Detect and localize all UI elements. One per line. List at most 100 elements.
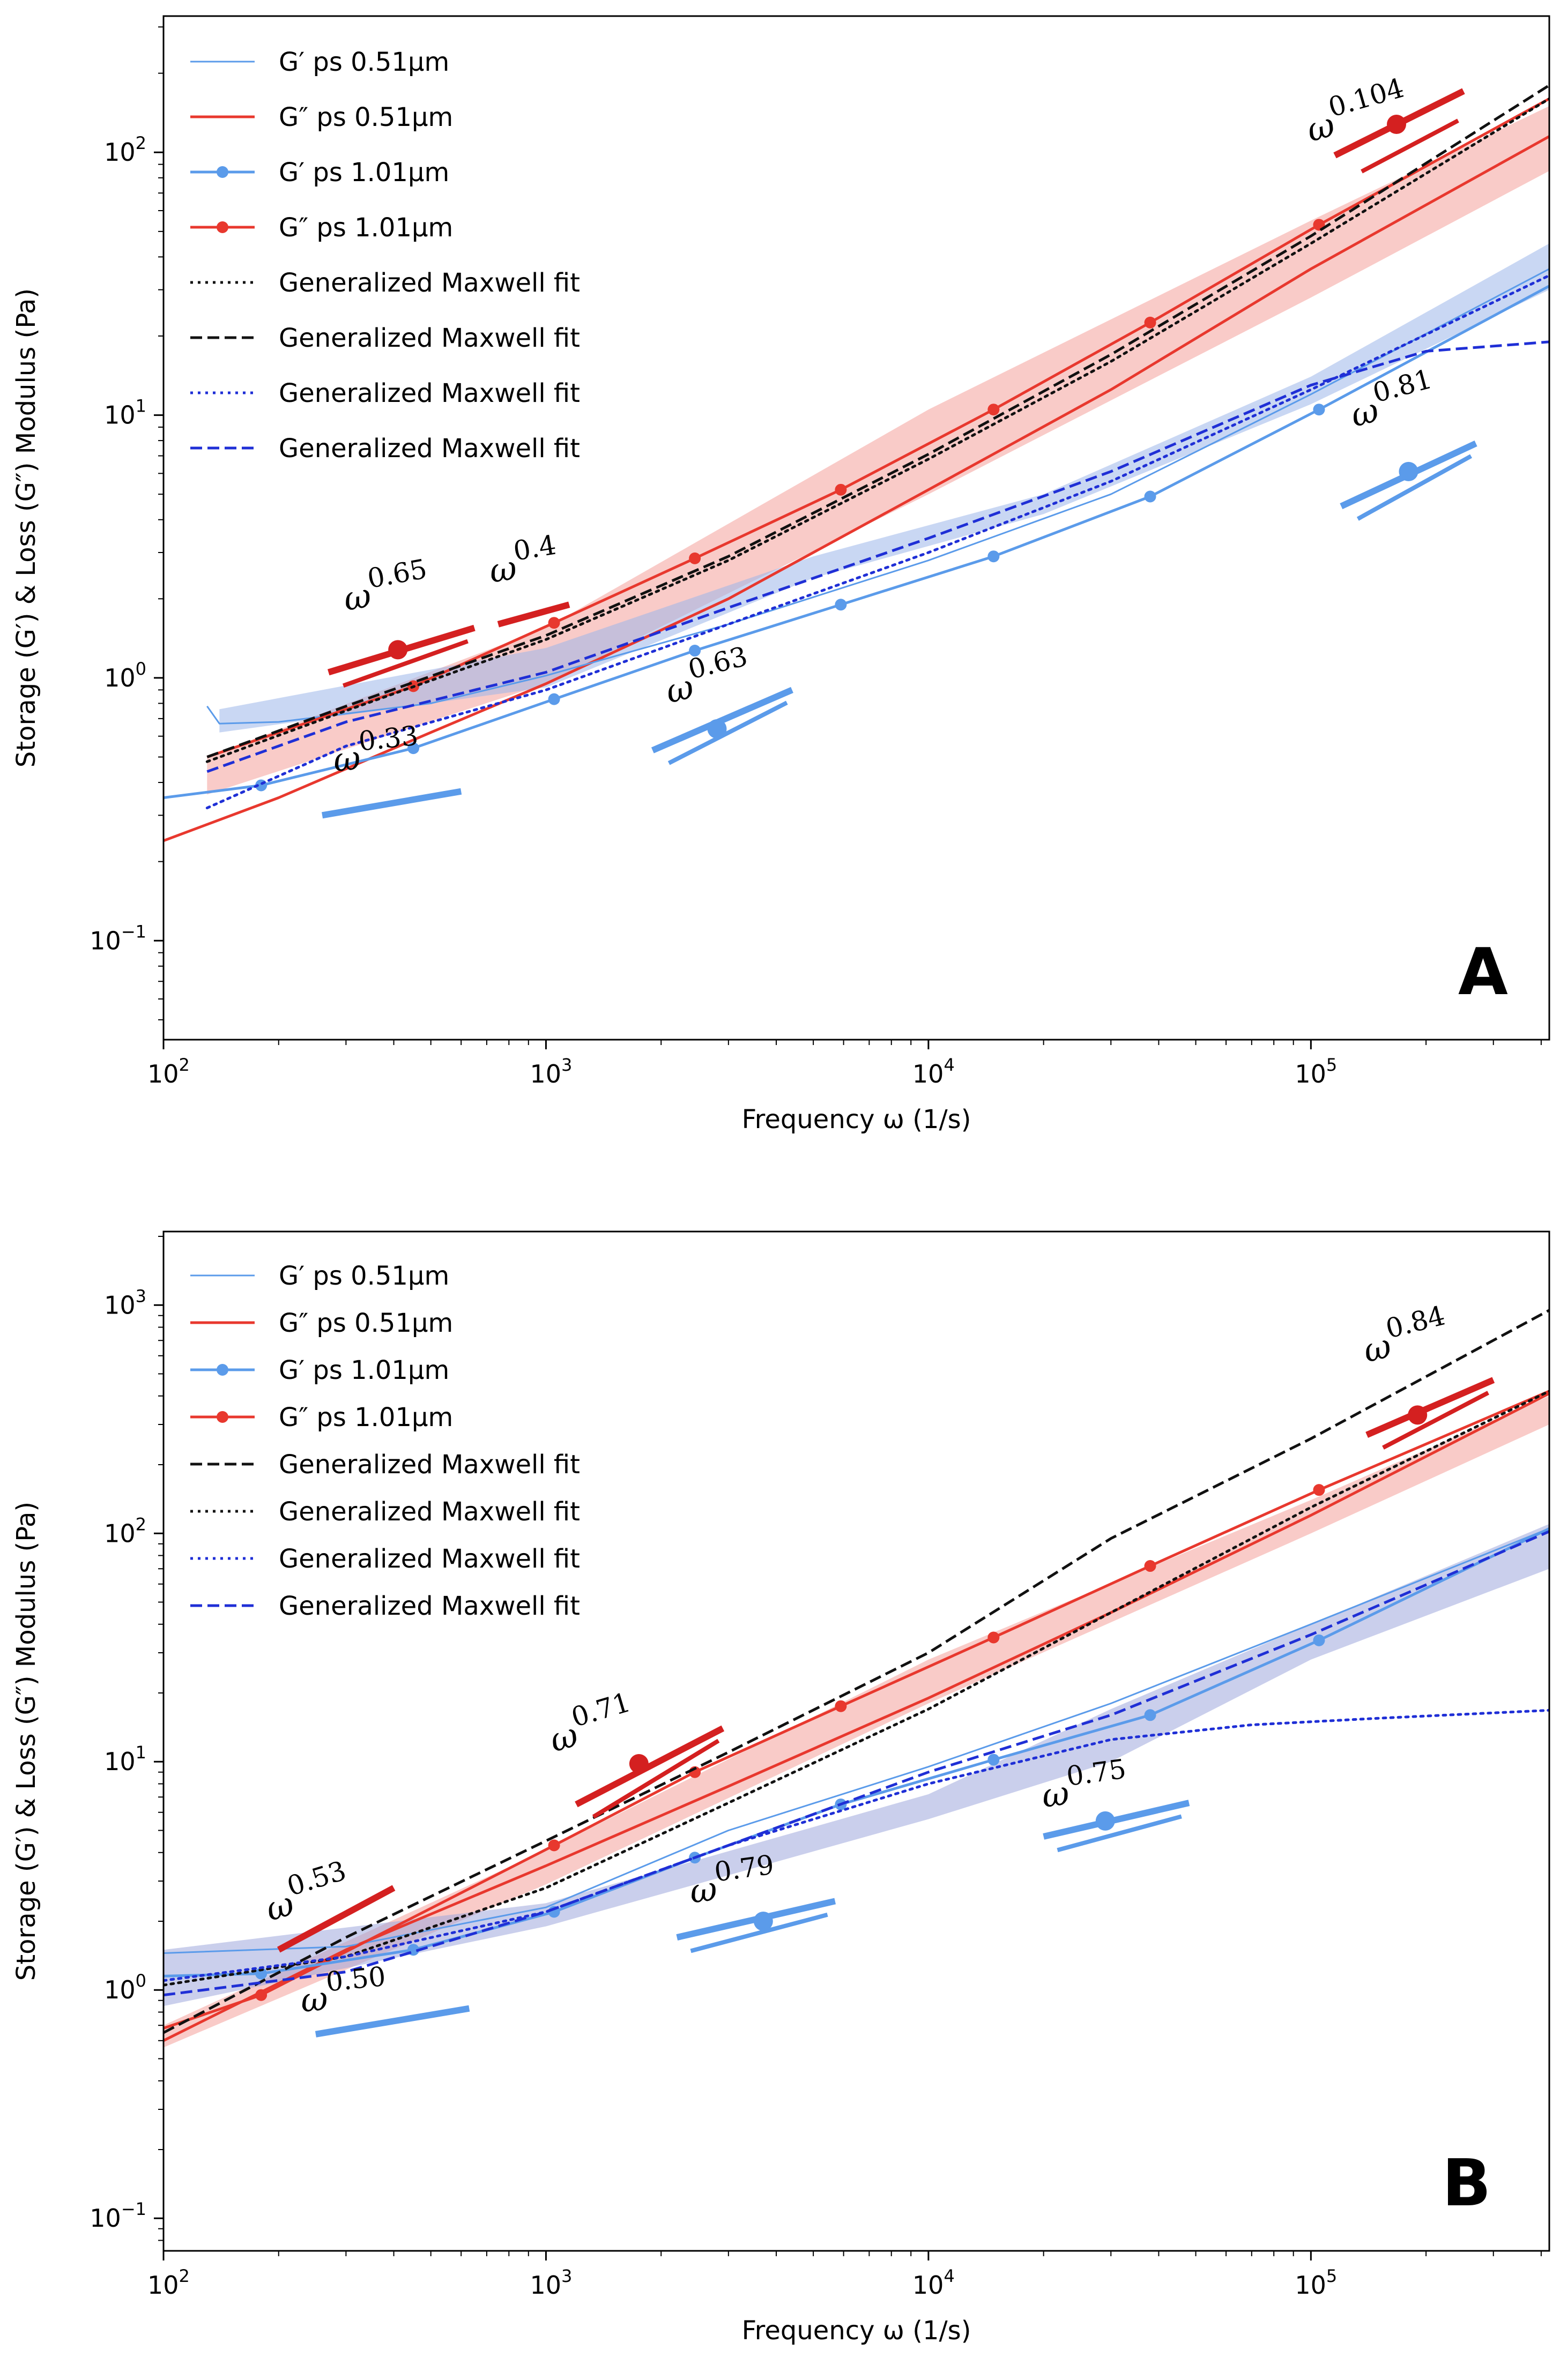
confidence-band-1 <box>164 1396 1549 2048</box>
axes-frame <box>162 1230 1550 2252</box>
slope-line <box>1365 1377 1495 1438</box>
tick-exponent: 0 <box>136 659 146 679</box>
data-point <box>835 599 847 611</box>
slope-line-secondary <box>342 639 469 688</box>
y-axis-label: Storage (G′) & Loss (G″) Modulus (Pa) <box>11 1502 41 1981</box>
slope-exponent: 0.84 <box>1383 1300 1448 1345</box>
y-tick-label: 100 <box>104 1971 146 2004</box>
series-line-5 <box>164 1309 1549 2034</box>
slope-omega: ω <box>687 1869 719 1911</box>
legend-label: G″ ps 0.51μm <box>279 102 453 132</box>
tick-base: 10 <box>530 1060 561 1088</box>
y-tick-label: 10−1 <box>90 2199 146 2233</box>
slope-line <box>277 1885 396 1953</box>
series-line-4 <box>164 285 1549 799</box>
slope-omega: ω <box>486 548 519 591</box>
slope-line <box>1043 1800 1190 1840</box>
slope-annotation: ω0.71 <box>542 1687 640 1760</box>
plot-area <box>164 84 1549 842</box>
x-tick-label: 104 <box>912 1055 955 1088</box>
panel-label: A <box>1458 935 1508 1010</box>
slope-line-secondary <box>690 1912 828 1953</box>
series-line-3 <box>206 98 1549 758</box>
slope-line <box>322 788 462 819</box>
legend-marker <box>217 166 228 178</box>
tick-exponent: 2 <box>136 1514 146 1534</box>
tick-exponent: 2 <box>136 133 146 153</box>
x-tick-label: 102 <box>147 1055 190 1088</box>
data-point <box>1313 1484 1325 1496</box>
slope-annotation: ω0.50 <box>298 1961 389 2020</box>
x-tick-label: 103 <box>530 2266 572 2300</box>
data-point <box>548 1839 560 1852</box>
slope-exponent: 0.65 <box>365 553 429 594</box>
tick-base: 10 <box>1295 2271 1326 2300</box>
series-line-2 <box>164 1527 1549 1954</box>
legend-marker <box>217 221 228 233</box>
data-point <box>407 742 420 755</box>
tick-exponent: 3 <box>561 1055 572 1075</box>
tick-exponent: 4 <box>944 1055 954 1075</box>
tick-exponent: 5 <box>1326 1055 1337 1075</box>
legend-label: Generalized Maxwell fit <box>279 378 580 408</box>
slope-annotation: ω0.4 <box>485 529 562 591</box>
slope-exponent: 0.71 <box>568 1687 634 1733</box>
slope-line-secondary <box>592 1739 720 1819</box>
tick-exponent: 3 <box>136 1286 146 1306</box>
tick-base: 10 <box>1295 1060 1326 1088</box>
legend-label: Generalized Maxwell fit <box>279 1497 580 1527</box>
tick-base: 10 <box>912 2271 944 2300</box>
tick-exponent: −1 <box>121 921 146 942</box>
tick-base: 10 <box>530 2271 561 2300</box>
y-tick-label: 101 <box>104 1742 146 1776</box>
legend-label: G″ ps 1.01μm <box>279 1402 453 1433</box>
slope-annotation: ω0.104 <box>1299 72 1413 150</box>
tick-exponent: 3 <box>561 2266 572 2286</box>
tick-base: 10 <box>104 663 136 692</box>
tick-exponent: 2 <box>179 2266 190 2286</box>
legend-label: G′ ps 0.51μm <box>279 47 449 77</box>
slope-exponent: 0.4 <box>511 529 559 567</box>
axes-frame <box>162 15 1550 1041</box>
data-point <box>987 404 1000 416</box>
legend-label: G″ ps 0.51μm <box>279 1308 453 1338</box>
slope-line <box>315 2005 470 2038</box>
slope-dot <box>629 1754 649 1773</box>
slope-line-secondary <box>667 700 788 765</box>
slope-dot <box>707 719 727 738</box>
data-point <box>1144 490 1156 503</box>
tick-base: 10 <box>147 2271 179 2300</box>
slope-line-secondary <box>1382 1391 1489 1450</box>
legend-label: G′ ps 1.01μm <box>279 158 449 188</box>
slope-line-secondary <box>1057 1814 1182 1853</box>
tick-base: 10 <box>147 1060 179 1088</box>
tick-exponent: 4 <box>944 2266 954 2286</box>
y-tick-label: 101 <box>104 396 146 430</box>
data-point <box>689 552 701 564</box>
x-axis-label: Frequency ω (1/s) <box>742 2316 971 2346</box>
slope-dot <box>1387 115 1406 134</box>
plot-area <box>164 1309 1549 2048</box>
series-line-6 <box>164 1390 1549 1987</box>
y-tick-label: 10−1 <box>90 921 146 955</box>
tick-exponent: 0 <box>136 1971 146 1991</box>
slope-exponent: 0.53 <box>284 1855 350 1902</box>
x-tick-label: 103 <box>530 1055 572 1088</box>
slope-annotation: ω0.63 <box>659 640 755 711</box>
slope-exponent: 0.33 <box>357 720 420 757</box>
tick-base: 10 <box>90 926 121 955</box>
slope-annotation: ω0.75 <box>1038 1753 1131 1815</box>
tick-base: 10 <box>104 1290 136 1319</box>
data-point <box>689 645 701 657</box>
series-line-5 <box>205 97 1549 763</box>
legend-label: Generalized Maxwell fit <box>279 1450 580 1480</box>
x-tick-label: 105 <box>1295 1055 1337 1088</box>
legend-label: G′ ps 1.01μm <box>279 1355 449 1385</box>
data-point <box>987 550 1000 563</box>
tick-exponent: 1 <box>136 1742 146 1763</box>
slope-annotation: ω0.79 <box>686 1849 778 1911</box>
data-point <box>1144 1560 1156 1572</box>
